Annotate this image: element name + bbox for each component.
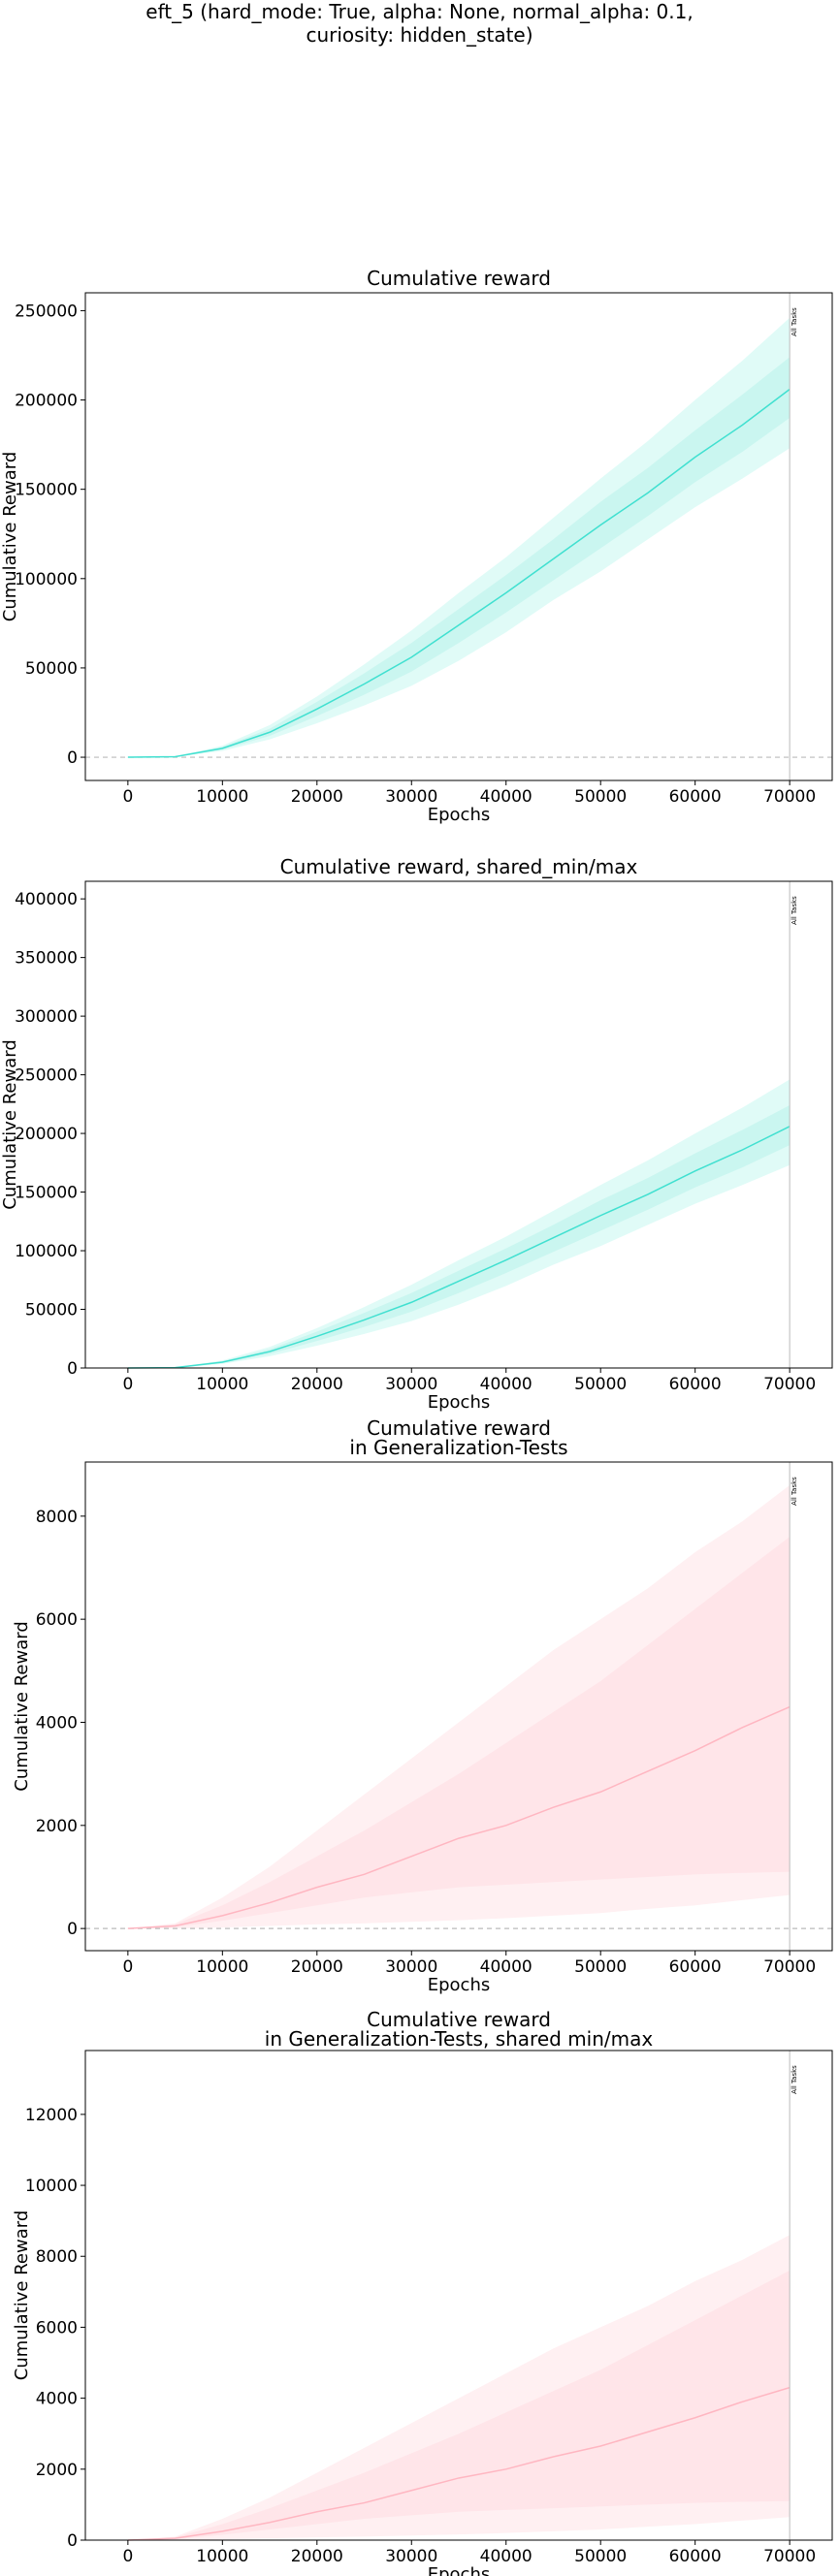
confidence-band-inner <box>127 1537 791 1929</box>
y-tick-label: 150000 <box>15 481 78 500</box>
y-tick-label: 0 <box>67 1920 78 1939</box>
x-tick-label: 50000 <box>574 2547 627 2566</box>
chart-title-line: in Generalization-Tests, shared min/max <box>265 2027 654 2051</box>
x-tick-label: 10000 <box>196 787 248 807</box>
y-tick-label: 8000 <box>36 1508 78 1527</box>
y-tick-label: 200000 <box>15 1125 78 1144</box>
y-tick-label: 50000 <box>25 659 78 679</box>
x-tick-label: 30000 <box>385 787 437 807</box>
chart-title-line: Cumulative reward <box>367 267 551 290</box>
x-axis-label: Epochs <box>428 1975 491 1995</box>
y-tick-label: 4000 <box>36 2390 78 2409</box>
x-tick-label: 40000 <box>480 787 532 807</box>
suptitle-line-1: eft_5 (hard_mode: True, alpha: None, nor… <box>145 0 694 23</box>
x-tick-label: 0 <box>122 2547 133 2566</box>
x-tick-label: 50000 <box>574 1957 627 1977</box>
y-axis-label: Cumulative Reward <box>0 452 20 622</box>
x-tick-label: 30000 <box>385 1375 437 1394</box>
y-tick-label: 12000 <box>25 2106 78 2125</box>
mean-reward-line <box>127 388 791 758</box>
y-tick-label: 200000 <box>15 392 78 411</box>
confidence-band-outer <box>127 1079 791 1368</box>
all-tasks-marker-label: All Tasks <box>791 896 798 925</box>
cumulative-reward-shared-chart: Cumulative reward, shared_min/max All Tas… <box>0 855 833 1413</box>
all-tasks-marker-label: All Tasks <box>791 1477 798 1506</box>
y-tick-label: 100000 <box>15 570 78 589</box>
chart-title-line: Cumulative reward, shared_min/max <box>280 855 638 878</box>
y-axis-label: Cumulative Reward <box>12 1621 32 1792</box>
y-tick-label: 6000 <box>36 2318 78 2337</box>
x-axis-label: Epochs <box>428 1392 491 1413</box>
y-tick-label: 150000 <box>15 1184 78 1203</box>
x-tick-label: 20000 <box>291 1375 343 1394</box>
confidence-band-outer <box>127 317 791 758</box>
mean-reward-line <box>127 1126 791 1369</box>
x-tick-label: 70000 <box>763 2547 816 2566</box>
y-tick-label: 6000 <box>36 1610 78 1630</box>
x-tick-label: 70000 <box>763 1375 816 1394</box>
x-tick-label: 70000 <box>763 1957 816 1977</box>
x-tick-label: 60000 <box>669 787 722 807</box>
y-tick-label: 400000 <box>15 890 78 909</box>
y-tick-label: 2000 <box>36 2461 78 2480</box>
x-tick-label: 70000 <box>763 787 816 807</box>
plot-frame <box>84 1461 833 1952</box>
y-tick-label: 8000 <box>36 2247 78 2267</box>
x-tick-label: 0 <box>122 787 133 807</box>
mean-reward-line <box>127 1705 791 1929</box>
y-axis-label: Cumulative Reward <box>0 1039 20 1210</box>
plot-frame <box>84 292 833 781</box>
plot-frame <box>84 2050 833 2541</box>
y-tick-label: 10000 <box>25 2177 78 2196</box>
x-tick-label: 0 <box>122 1957 133 1977</box>
figure-suptitle: eft_5 (hard_mode: True, alpha: None, nor… <box>0 0 839 47</box>
y-tick-label: 300000 <box>15 1007 78 1027</box>
all-tasks-marker-label: All Tasks <box>791 2065 798 2094</box>
x-tick-label: 60000 <box>669 2547 722 2566</box>
y-axis-label: Cumulative Reward <box>12 2210 32 2381</box>
plot-frame <box>84 880 833 1369</box>
x-tick-label: 30000 <box>385 1957 437 1977</box>
suptitle-line-2: curiosity: hidden_state) <box>306 23 533 47</box>
mean-reward-line <box>127 2386 791 2541</box>
y-tick-label: 0 <box>67 748 78 768</box>
x-tick-label: 50000 <box>574 787 627 807</box>
x-tick-label: 60000 <box>669 1375 722 1394</box>
x-tick-label: 10000 <box>196 1957 248 1977</box>
x-tick-label: 50000 <box>574 1375 627 1394</box>
x-tick-label: 40000 <box>480 2547 532 2566</box>
y-tick-label: 2000 <box>36 1817 78 1836</box>
all-tasks-marker-label: All Tasks <box>791 307 798 336</box>
x-tick-label: 10000 <box>196 1375 248 1394</box>
y-tick-label: 250000 <box>15 1066 78 1086</box>
x-tick-label: 60000 <box>669 1957 722 1977</box>
x-tick-label: 20000 <box>291 1957 343 1977</box>
x-tick-label: 30000 <box>385 2547 437 2566</box>
y-tick-label: 250000 <box>15 302 78 321</box>
y-tick-label: 0 <box>67 1359 78 1379</box>
x-tick-label: 20000 <box>291 787 343 807</box>
y-tick-label: 100000 <box>15 1242 78 1261</box>
x-axis-label: Epochs <box>428 2564 491 2576</box>
chart-title-line: Cumulative reward <box>367 2008 551 2031</box>
x-axis-label: Epochs <box>428 805 491 825</box>
chart-title-line: in Generalization-Tests <box>349 1436 567 1459</box>
x-tick-label: 10000 <box>196 2547 248 2566</box>
x-tick-label: 40000 <box>480 1957 532 1977</box>
x-tick-label: 40000 <box>480 1375 532 1394</box>
y-tick-label: 4000 <box>36 1713 78 1733</box>
x-tick-label: 0 <box>122 1375 133 1394</box>
y-tick-label: 0 <box>67 2531 78 2551</box>
x-tick-label: 20000 <box>291 2547 343 2566</box>
y-tick-label: 50000 <box>25 1301 78 1320</box>
cumulative-reward-chart: Cumulative reward All Tasks 0 10000 20000 300… <box>0 267 833 825</box>
chart-title-line: Cumulative reward <box>367 1416 551 1440</box>
y-tick-label: 350000 <box>15 949 78 969</box>
confidence-band-inner <box>127 2270 791 2540</box>
